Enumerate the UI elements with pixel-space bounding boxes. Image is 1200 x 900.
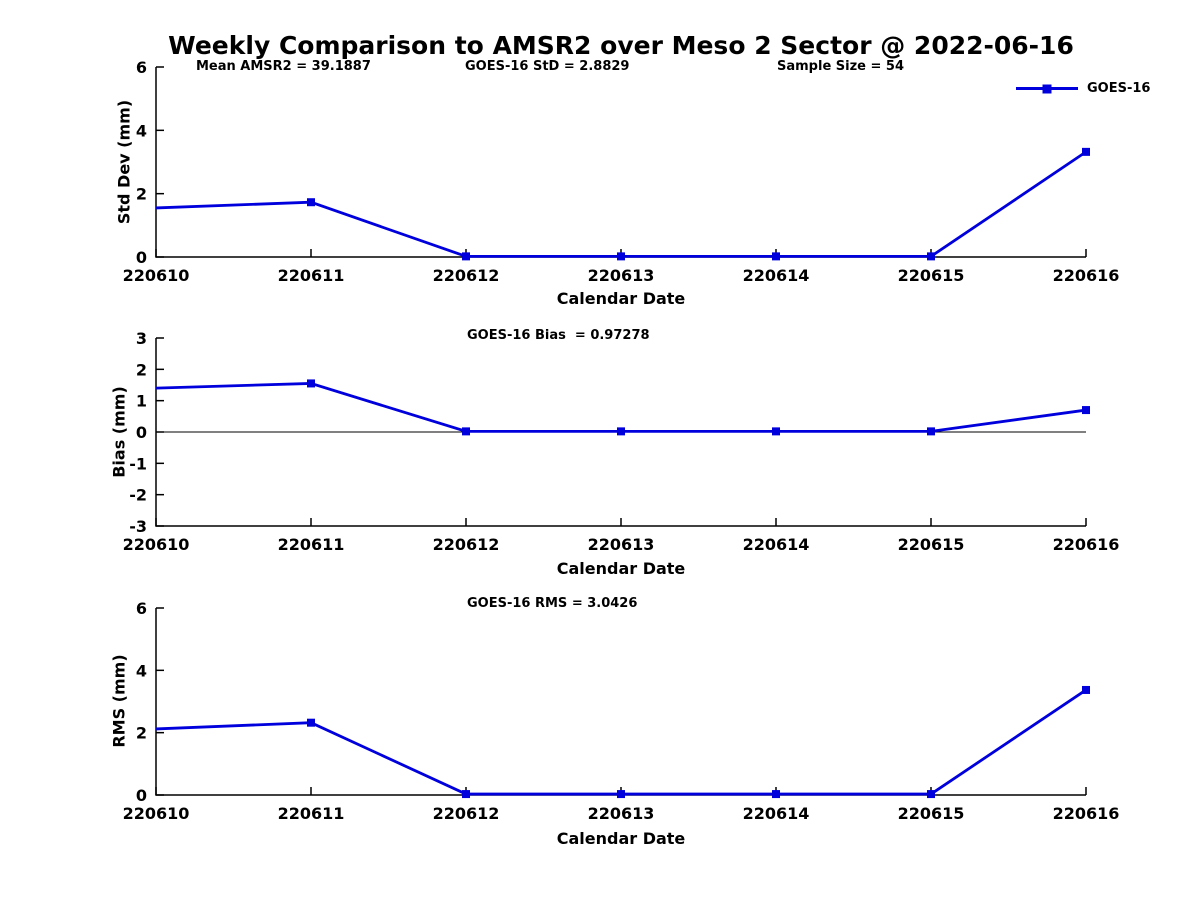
data-point-marker [462, 790, 470, 799]
data-point-marker [307, 718, 315, 727]
data-point-marker [462, 427, 470, 436]
annotation-sample-size: Sample Size = 54 [777, 59, 905, 74]
y-tick-label: 2 [136, 360, 147, 379]
data-point-marker [772, 790, 780, 799]
legend: GOES-16 [1016, 81, 1150, 96]
y-axis-title-rms: RMS (mm) [109, 654, 129, 748]
x-tick-label: 220615 [898, 266, 965, 285]
x-tick-label: 220611 [278, 804, 345, 823]
y-tick-label: 6 [136, 58, 147, 77]
x-axis-title-plot1: Calendar Date [556, 289, 686, 308]
data-point-marker [772, 252, 780, 261]
y-tick-label: -2 [129, 486, 147, 505]
data-point-marker [927, 427, 935, 436]
x-tick-label: 220615 [898, 535, 965, 554]
data-point-marker [617, 427, 625, 436]
x-tick-label: 220612 [433, 535, 500, 554]
annotation-goes16-std: GOES-16 StD = 2.8829 [465, 59, 630, 74]
x-tick-label: 220614 [743, 804, 810, 823]
data-point-marker [927, 252, 935, 261]
y-tick-label: 3 [136, 329, 147, 348]
x-tick-label: 220616 [1053, 266, 1120, 285]
data-point-marker [1082, 147, 1090, 156]
data-point-marker [927, 790, 935, 799]
data-point-marker [772, 427, 780, 436]
y-axis-title-bias: Bias (mm) [109, 386, 129, 478]
figure-title: Weekly Comparison to AMSR2 over Meso 2 S… [168, 31, 1074, 60]
data-point-marker [1082, 685, 1090, 694]
x-tick-label: 220610 [123, 804, 190, 823]
x-axis-title-plot2: Calendar Date [556, 559, 686, 578]
y-axis-title-stddev: Std Dev (mm) [114, 99, 134, 225]
x-tick-label: 220614 [743, 266, 810, 285]
y-tick-label: 1 [136, 392, 147, 411]
data-point-marker [307, 198, 315, 207]
y-tick-label: 2 [136, 724, 147, 743]
x-tick-label: 220614 [743, 535, 810, 554]
x-tick-label: 220610 [123, 535, 190, 554]
x-tick-label: 220612 [433, 266, 500, 285]
x-tick-label: 220611 [278, 266, 345, 285]
x-tick-label: 220613 [588, 535, 655, 554]
y-tick-label: 2 [136, 185, 147, 204]
goes16-line [155, 150, 1087, 258]
goes16-line [155, 688, 1087, 796]
axis-spines [155, 67, 1086, 258]
y-tick-label: 4 [136, 661, 147, 680]
x-tick-label: 220613 [588, 266, 655, 285]
y-tick-label: -3 [129, 517, 147, 536]
legend-line-sample [1016, 84, 1078, 93]
legend-square-marker-icon [1042, 84, 1052, 93]
x-tick-label: 220616 [1053, 535, 1120, 554]
x-tick-label: 220612 [433, 804, 500, 823]
legend-label: GOES-16 [1087, 81, 1151, 96]
data-point-marker [617, 252, 625, 261]
x-tick-label: 220615 [898, 804, 965, 823]
data-point-marker [617, 790, 625, 799]
data-point-marker [1082, 406, 1090, 415]
x-tick-label: 220616 [1053, 804, 1120, 823]
data-point-marker [462, 252, 470, 261]
y-tick-label: 6 [136, 599, 147, 618]
y-tick-label: 0 [136, 786, 147, 805]
annotation-mean-amsr2: Mean AMSR2 = 39.1887 [196, 59, 371, 74]
goes16-line [155, 382, 1087, 433]
x-axis-title-plot3: Calendar Date [556, 829, 686, 848]
axis-spines [155, 608, 1086, 796]
y-tick-label: 0 [136, 248, 147, 267]
x-tick-label: 220610 [123, 266, 190, 285]
x-tick-label: 220613 [588, 804, 655, 823]
x-tick-label: 220611 [278, 535, 345, 554]
y-tick-label: 4 [136, 121, 147, 140]
y-tick-label: 0 [136, 423, 147, 442]
y-tick-label: -1 [129, 454, 147, 473]
data-point-marker [307, 379, 315, 388]
annotation-goes16-rms: GOES-16 RMS = 3.0426 [467, 596, 638, 611]
annotation-goes16-bias: GOES-16 Bias = 0.97278 [467, 328, 650, 343]
